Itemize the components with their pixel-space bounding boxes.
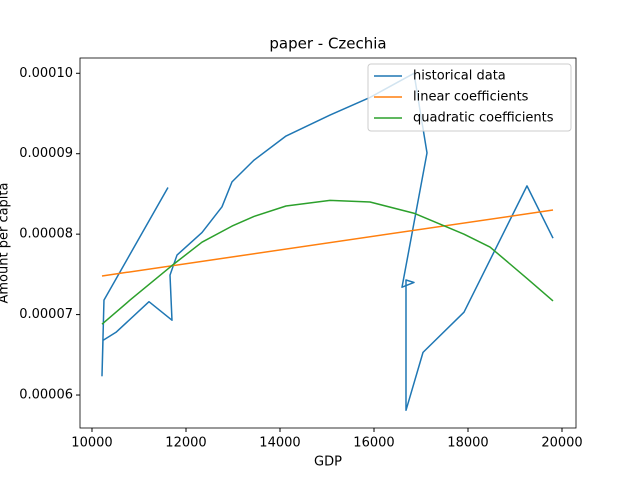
y-tick-label: 0.00008 [19, 227, 73, 242]
plot-frame [79, 57, 577, 429]
y-tick-label: 0.00009 [19, 146, 73, 161]
y-tick-label: 0.00010 [19, 66, 73, 81]
legend-label: quadratic coefficients [413, 111, 554, 126]
x-tick-label: 20000 [541, 436, 582, 451]
legend-label: historical data [413, 69, 506, 84]
series-line [101, 199, 554, 325]
y-axis-label: Amount per capita [0, 183, 12, 304]
legend-box [367, 63, 572, 132]
legend-label: linear coefficients [413, 90, 529, 105]
series-line [101, 72, 554, 412]
y-tick-label: 0.00007 [19, 307, 73, 322]
series-line [101, 209, 554, 277]
x-tick-label: 12000 [165, 436, 206, 451]
x-tick-label: 16000 [353, 436, 394, 451]
x-tick-label: 14000 [259, 436, 300, 451]
chart-title: paper - Czechia [269, 35, 386, 53]
y-tick-label: 0.00006 [19, 388, 73, 403]
x-axis-label: GDP [314, 455, 342, 470]
x-tick-label: 10000 [71, 436, 112, 451]
x-tick-label: 18000 [447, 436, 488, 451]
